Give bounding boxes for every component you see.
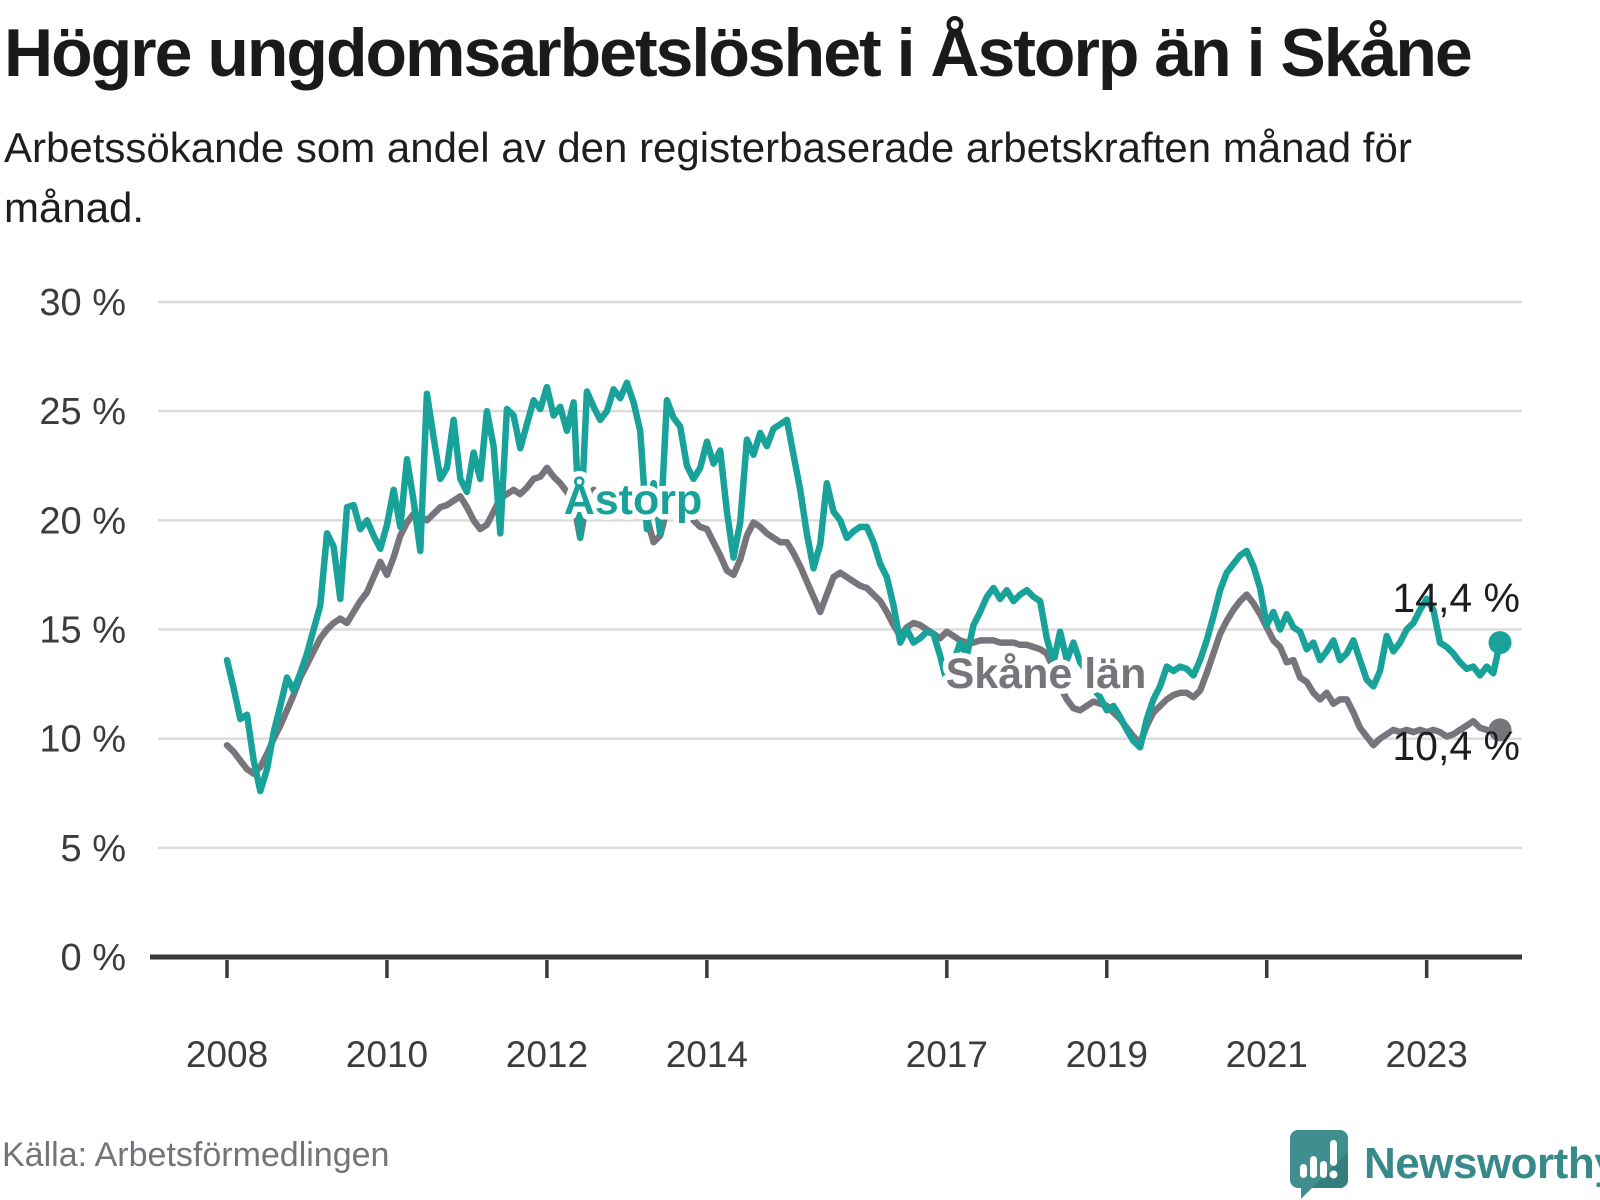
x-tick-label: 2010 — [346, 1034, 428, 1075]
y-tick-label: 25 % — [39, 391, 126, 433]
y-tick-label: 10 % — [39, 719, 126, 761]
x-tick-label: 2008 — [186, 1034, 268, 1075]
series-line-astorp — [223, 379, 1504, 795]
y-tick-label: 5 % — [61, 828, 126, 870]
x-tick-label: 2023 — [1386, 1034, 1468, 1075]
x-tick-label: 2014 — [666, 1034, 748, 1075]
y-tick-label: 0 % — [61, 937, 126, 979]
series-end-dot-astorp — [1488, 631, 1512, 655]
newsworthy-logo-text: Newsworthy — [1364, 1139, 1600, 1188]
x-axis-labels: 2008 2010 2012 2014 2017 2019 2021 2023 — [186, 1034, 1468, 1075]
y-tick-label: 30 % — [39, 282, 126, 324]
series-label-skane: Skåne län — [946, 650, 1147, 698]
series-line-skane — [223, 464, 1504, 777]
x-axis-ticks — [225, 960, 1429, 978]
y-tick-label: 15 % — [39, 610, 126, 652]
end-value-label-astorp: 14,4 % — [1392, 575, 1520, 621]
y-tick-label: 20 % — [39, 500, 126, 542]
logo-bubble-shade — [1312, 1152, 1348, 1188]
x-tick-label: 2019 — [1066, 1034, 1148, 1075]
x-tick-label: 2021 — [1226, 1034, 1308, 1075]
end-value-label-skane: 10,4 % — [1392, 723, 1520, 769]
chart-title: Högre ungdomsarbetslöshet i Åstorp än i … — [4, 15, 1473, 91]
series-end-dot-skane — [1488, 718, 1512, 742]
x-tick-label: 2017 — [906, 1034, 988, 1075]
newsworthy-logo-icon — [1290, 1130, 1348, 1199]
x-tick-label: 2012 — [506, 1034, 588, 1075]
series-label-astorp: Åstorp — [564, 476, 703, 524]
source-note: Källa: Arbetsförmedlingen — [2, 1136, 390, 1174]
y-axis-labels: 0 % 5 % 10 % 15 % 20 % 25 % 30 % — [39, 282, 126, 979]
chart-subtitle: Arbetssökande som andel av den registerb… — [4, 124, 1412, 231]
newsworthy-logo: Newsworthy — [1288, 1128, 1600, 1200]
